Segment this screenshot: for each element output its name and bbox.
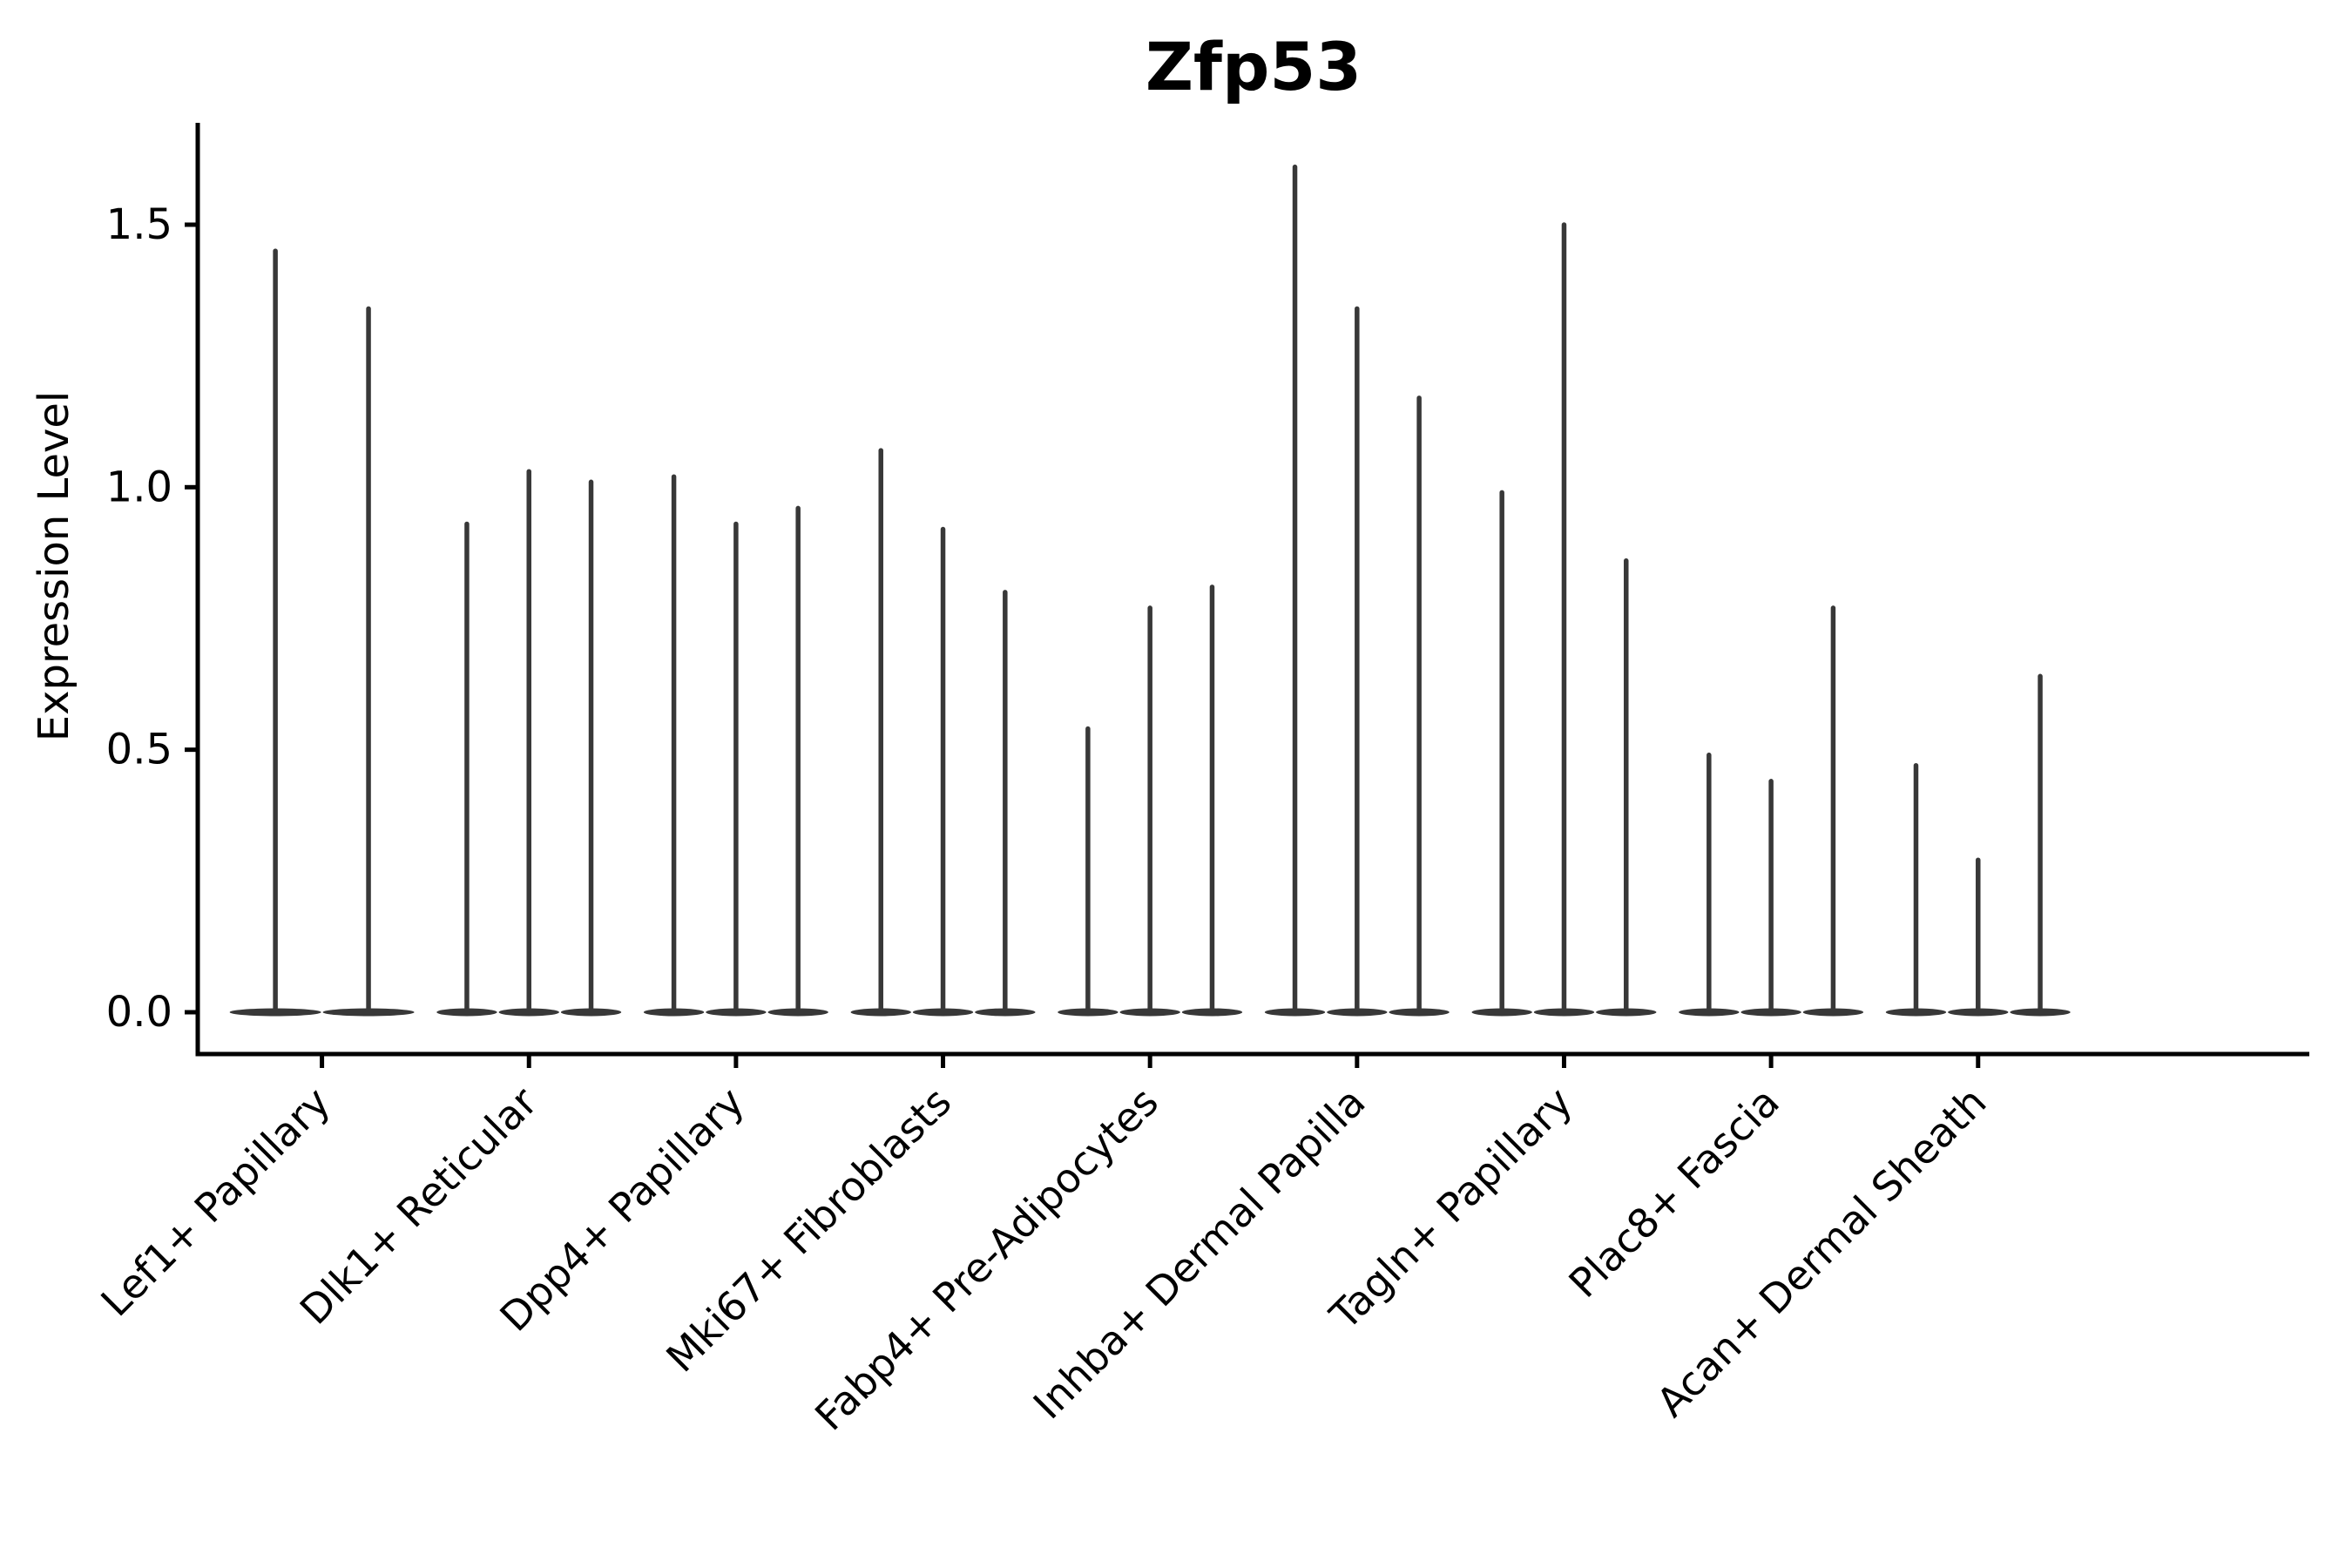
- y-tick-label: 1.0: [106, 463, 172, 511]
- y-tick-label: 0.0: [106, 988, 172, 1037]
- y-tick-label: 1.5: [106, 200, 172, 249]
- x-tick-label: Fabp4+ Pre-Adipocytes: [806, 1078, 1167, 1440]
- x-tick-label: Plac8+ Fascia: [1559, 1078, 1788, 1307]
- x-tick-label: Acan+ Dermal Sheath: [1647, 1078, 1995, 1426]
- chart-title: Zfp53: [1145, 28, 1362, 105]
- y-tick-label: 0.5: [106, 726, 172, 774]
- x-tick-label: Inhba+ Dermal Papilla: [1024, 1078, 1375, 1429]
